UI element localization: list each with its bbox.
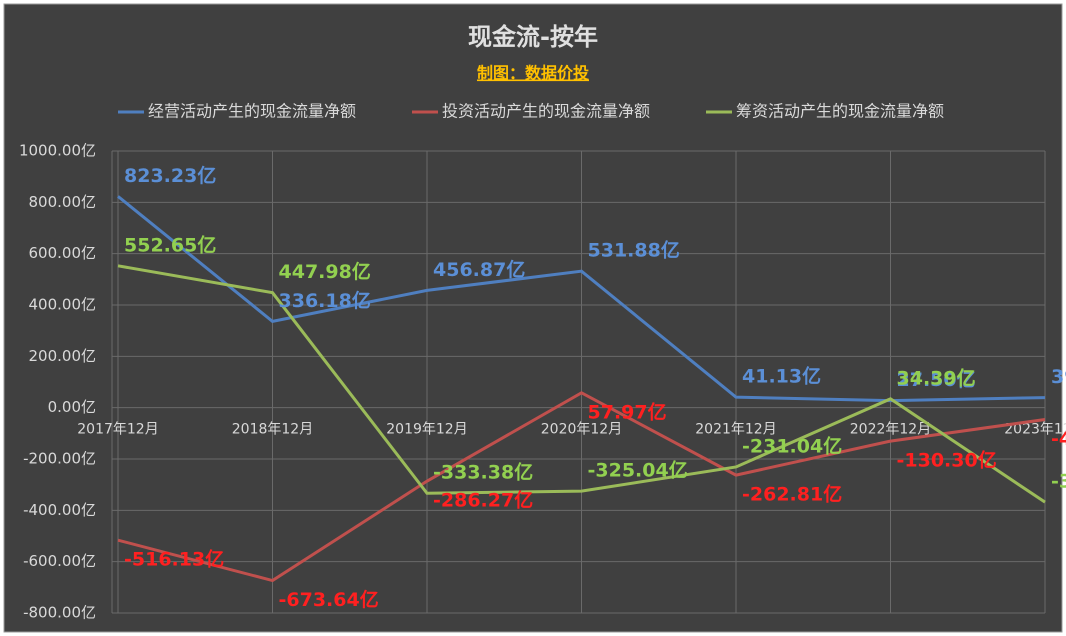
data-label: 27.50亿	[897, 368, 976, 391]
x-tick-label: 2022年12月	[850, 422, 931, 438]
x-tick-label: 2019年12月	[386, 422, 467, 438]
data-label: -231.04亿	[742, 434, 842, 457]
x-tick-label: 2023年12月	[1004, 422, 1066, 438]
data-label: 531.88亿	[588, 239, 680, 262]
data-label: -286.27亿	[433, 489, 533, 512]
data-label: -516.13亿	[124, 548, 224, 571]
series-line	[117, 264, 1046, 504]
legend-label: 经营活动产生的现金流量净额	[148, 102, 356, 121]
y-tick-label: -400.00亿	[23, 501, 96, 519]
data-label: 57.97亿	[588, 400, 667, 423]
y-tick-label: 0.00亿	[48, 398, 96, 416]
y-tick-label: -600.00亿	[23, 552, 96, 570]
data-label: 336.18亿	[279, 289, 371, 312]
data-label: 823.23亿	[124, 164, 216, 187]
x-tick-label: 2020年12月	[541, 422, 622, 438]
x-tick-label: 2017年12月	[77, 422, 158, 438]
data-label: -673.64亿	[279, 588, 379, 611]
data-label: 447.98亿	[279, 260, 371, 283]
legend-label: 筹资活动产生的现金流量净额	[736, 102, 944, 121]
data-label: -368.13亿	[1051, 470, 1066, 493]
data-label: -130.30亿	[897, 449, 997, 472]
data-label: 456.87亿	[433, 258, 525, 281]
x-tick-label: 2018年12月	[232, 422, 313, 438]
x-tick-label: 2021年12月	[695, 422, 776, 438]
data-label: -333.38亿	[433, 461, 533, 484]
series-line	[117, 391, 1046, 583]
data-label: -262.81亿	[742, 483, 842, 506]
y-tick-label: 400.00亿	[29, 296, 97, 314]
data-label: 552.65亿	[124, 233, 216, 256]
y-tick-label: 1000.00亿	[19, 142, 96, 160]
y-tick-label: -800.00亿	[23, 604, 96, 622]
data-label: -46.16亿	[1051, 427, 1066, 450]
y-tick-label: -200.00亿	[23, 450, 96, 468]
chart-subtitle: 制图：数据价投	[477, 64, 589, 83]
chart-background	[3, 3, 1063, 633]
y-tick-label: 800.00亿	[29, 193, 97, 211]
chart-title: 现金流-按年	[468, 23, 598, 51]
data-label: 34.39亿	[897, 366, 976, 389]
data-label: -325.04亿	[588, 459, 688, 482]
y-tick-label: 600.00亿	[29, 244, 97, 262]
data-label: 39.12亿	[1051, 365, 1066, 388]
legend-label: 投资活动产生的现金流量净额	[442, 102, 650, 121]
data-label: 41.13亿	[742, 365, 821, 388]
y-tick-label: 200.00亿	[29, 347, 97, 365]
